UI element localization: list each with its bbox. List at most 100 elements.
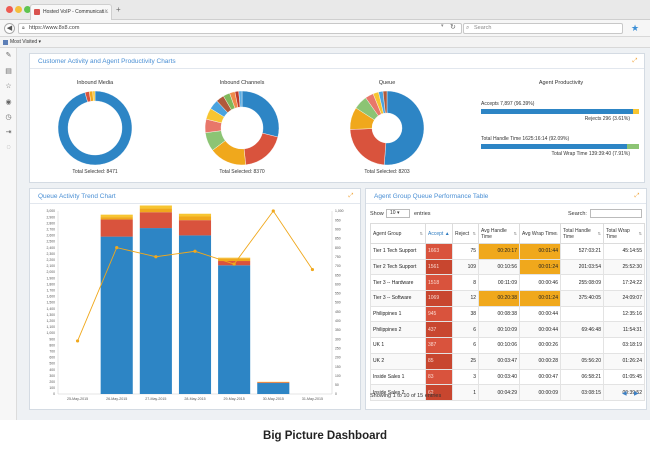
table-cell-avg-handle: 00:03:40 <box>478 368 520 386</box>
trend-panel-header: Queue Activity Trend Chart ⤢ <box>30 189 360 204</box>
address-bar[interactable]: 🔒︎ https://www.8x8.com <box>18 23 462 34</box>
table-cell-reject: 1 <box>452 384 479 401</box>
table-row[interactable]: Tier 2 Tech Support 1561 109 00:10:56 00:01:… <box>370 258 645 276</box>
new-tab-button[interactable]: + <box>116 5 121 14</box>
column-label: Avg Handle Time <box>481 227 507 240</box>
table-cell-total-handle <box>560 337 604 354</box>
table-cell-avg-handle: 00:10:06 <box>478 337 520 354</box>
handle-bar-track <box>481 144 639 149</box>
browser-tab[interactable]: Hosted VoIP - Communicati... × <box>30 4 112 20</box>
table-cell-avg-wrap: 00:00:46 <box>519 274 561 292</box>
eye-icon[interactable]: ◉ <box>5 99 12 106</box>
column-header[interactable]: Avg Handle Time ⇅ <box>478 223 520 244</box>
table-cell-total-wrap: 01:05:45 <box>603 368 645 386</box>
table-cell-total-handle: 05:56:20 <box>560 352 604 370</box>
charts-panel-title: Customer Activity and Agent Productivity… <box>38 58 176 65</box>
table-row[interactable]: Tier 1 Tech Support 1663 75 00:20:17 00:01:4… <box>370 243 645 260</box>
page-size-select[interactable]: 10 ▾ <box>386 209 410 218</box>
table-cell-group: Tier 3 -- Software <box>370 290 426 307</box>
column-header[interactable]: Total Wrap Time ⇅ <box>603 223 645 244</box>
accepts-label: Accepts 7,897 (96.39%) <box>481 101 535 107</box>
image-caption: Big Picture Dashboard <box>0 420 650 452</box>
minimize-window-button[interactable] <box>15 6 22 13</box>
table-cell-avg-handle: 00:04:29 <box>478 384 520 401</box>
left-toolbar: ✎ ▤ ☆ ◉ ◷ ⇥ ◌ <box>0 48 17 420</box>
table-cell-avg-handle: 00:11:09 <box>478 274 520 292</box>
table-cell-avg-handle: 00:03:47 <box>478 352 520 370</box>
next-page-icon[interactable]: ▶ <box>634 391 639 397</box>
table-row[interactable]: Inside Sales 2 62 1 00:04:29 00:00:09 03:08:1… <box>370 384 645 401</box>
table-row[interactable]: UK 1 387 6 00:10:06 00:00:26 03:18:19 <box>370 337 645 354</box>
table-cell-avg-handle: 00:20:17 <box>478 243 520 260</box>
table-cell-accept: 1518 <box>425 274 453 292</box>
search-placeholder: Search <box>474 25 492 31</box>
sort-icon: ⇅ <box>597 231 601 236</box>
table-cell-total-wrap: 25:52:30 <box>603 258 645 276</box>
column-header[interactable]: Total Handle Time ⇅ <box>560 223 604 244</box>
table-row[interactable]: Philippines 2 437 6 00:10:09 00:00:44 69:46:4… <box>370 321 645 339</box>
table-cell-reject: 75 <box>452 243 479 260</box>
column-label: Avg Wrap Time <box>522 230 556 237</box>
url-dropdown-icon[interactable]: ▾ <box>441 23 444 29</box>
document-icon[interactable]: ▤ <box>5 68 12 75</box>
reload-icon[interactable]: ↻ <box>450 24 456 31</box>
column-header[interactable]: Accept ▲ <box>425 223 453 244</box>
table-cell-total-handle: 06:58:21 <box>560 368 604 386</box>
table-row[interactable]: Tier 3 -- Hardware 1518 8 00:11:09 00:00:46 2… <box>370 274 645 292</box>
table-cell-accept: 1561 <box>425 258 453 276</box>
handle-bar-fill <box>481 144 627 149</box>
chevron-down-icon: ▾ <box>38 39 42 45</box>
table-cell-reject: 8 <box>452 274 479 292</box>
table-row[interactable]: Inside Sales 1 83 3 00:03:40 00:00:47 06:58:2… <box>370 368 645 386</box>
sort-icon: ⇅ <box>638 231 642 236</box>
most-visited-bookmark[interactable]: Most Visited ▾ <box>10 39 41 45</box>
table-row[interactable]: UK 2 85 25 00:03:47 00:00:28 05:56:20 01:26:24 <box>370 352 645 370</box>
charts-panel: Customer Activity and Agent Productivity… <box>29 53 645 183</box>
table-cell-reject: 109 <box>452 258 479 276</box>
expand-icon[interactable]: ⤢ <box>632 58 638 64</box>
back-button[interactable]: ◀ <box>4 23 15 34</box>
table-search-label: Search: <box>568 211 587 217</box>
table-cell-avg-handle: 00:20:38 <box>478 290 520 307</box>
table-row[interactable]: Philippines 1 945 38 00:08:38 00:00:44 12:35:… <box>370 305 645 323</box>
table-row[interactable]: Tier 3 -- Software 1069 12 00:20:38 00:01:24… <box>370 290 645 307</box>
rejects-label: Rejects 296 (3.61%) <box>584 116 630 122</box>
agent-productivity-title: Agent Productivity <box>538 80 584 86</box>
table-cell-total-wrap: 17:24:22 <box>603 274 645 292</box>
entries-label: entries <box>414 211 431 217</box>
column-header[interactable]: Avg Wrap Time ⇅ <box>519 223 561 244</box>
table-cell-reject: 12 <box>452 290 479 307</box>
expand-icon[interactable]: ⤢ <box>634 193 640 199</box>
table-cell-avg-wrap: 00:01:24 <box>519 258 561 276</box>
sort-desc-icon: ▲ <box>444 230 450 237</box>
table-cell-accept: 62 <box>425 384 453 401</box>
table-cell-accept: 437 <box>425 321 453 339</box>
table-cell-total-handle: 375:40:05 <box>560 290 604 307</box>
column-header[interactable]: Reject ⇅ <box>452 223 479 244</box>
logout-icon[interactable]: ⇥ <box>5 129 12 136</box>
star-icon[interactable]: ☆ <box>5 83 12 90</box>
table-search-input[interactable] <box>590 209 642 218</box>
table-cell-total-handle: 527:03:21 <box>560 243 604 260</box>
table-header-row: Agent Group ⇅ Accept ▲ Reject ⇅ Avg Handle… <box>370 223 645 244</box>
table-cell-total-handle: 69:46:48 <box>560 321 604 339</box>
column-header[interactable]: Agent Group ⇅ <box>370 223 426 244</box>
tab-close-icon[interactable]: × <box>104 9 108 15</box>
table-cell-reject: 25 <box>452 352 479 370</box>
search-bar[interactable]: ⌕ Search <box>463 23 623 34</box>
edit-icon[interactable]: ✎ <box>5 52 12 59</box>
table-cell-total-handle: 03:08:15 <box>560 384 604 401</box>
table-cell-group: Tier 2 Tech Support <box>370 258 426 276</box>
close-window-button[interactable] <box>6 6 13 13</box>
expand-icon[interactable]: ⤢ <box>348 193 354 199</box>
prev-page-icon[interactable]: ◀ <box>622 391 627 397</box>
accepts-bar-fill <box>481 109 634 114</box>
table-cell-group: Philippines 1 <box>370 305 426 323</box>
table-footer-info: Showing 1 to 10 of 15 entries <box>370 393 442 399</box>
maximize-window-button[interactable] <box>24 6 31 13</box>
bookmark-star-icon[interactable]: ★ <box>631 23 640 33</box>
clock-icon[interactable]: ◷ <box>5 114 12 121</box>
inbound-channels-total: Total Selected: 8370 <box>219 169 265 175</box>
help-icon[interactable]: ◌ <box>6 144 11 151</box>
table-cell-reject: 3 <box>452 368 479 386</box>
